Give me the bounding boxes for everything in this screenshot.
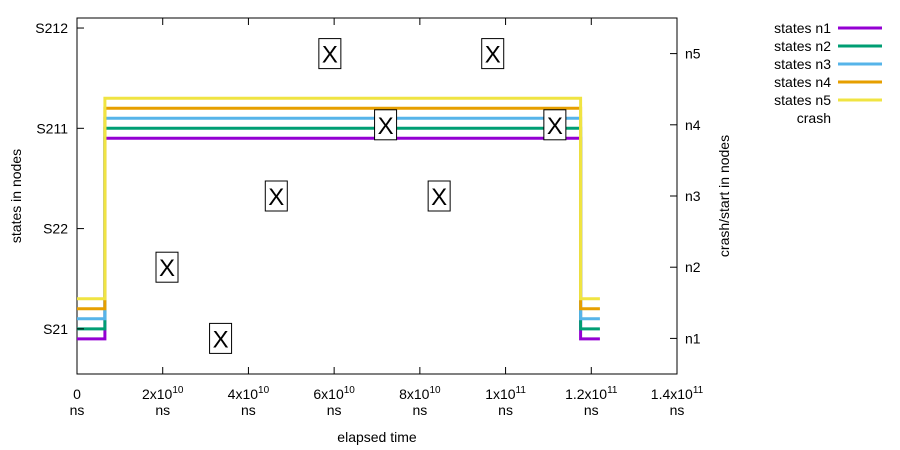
x-tick-unit: ns	[584, 402, 599, 418]
y-tick-label: S212	[35, 20, 68, 36]
x-tick-label: 1.2x1011	[565, 385, 618, 402]
crash-marker: X	[427, 180, 451, 212]
series-line-n2	[77, 126, 600, 331]
y-tick-label: S21	[43, 321, 68, 337]
x-tick-unit: ns	[241, 402, 256, 418]
axis-layer: 0ns2x1010ns4x1010ns6x1010ns8x1010ns1x101…	[8, 18, 732, 445]
y2-tick-label: n5	[685, 46, 701, 62]
y-axis-title: states in nodes	[8, 149, 24, 243]
series-line-n5	[77, 96, 600, 301]
crash-marker-box	[481, 38, 505, 70]
crash-marker-layer: X X X X X X X X	[155, 38, 567, 354]
crash-marker: X	[264, 180, 288, 212]
x-tick-label: 8x1010	[399, 385, 441, 402]
x-tick-label: 1.4x1011	[651, 385, 704, 402]
crash-marker: X	[209, 322, 233, 354]
crash-marker-box	[427, 180, 451, 212]
crash-marker: X	[481, 38, 505, 70]
y-tick-label: S211	[36, 120, 68, 136]
crash-marker-box	[374, 109, 398, 141]
legend-label-n2: states n2	[774, 38, 831, 54]
y2-axis-title: crash/start in nodes	[716, 135, 732, 257]
crash-marker-box	[209, 322, 233, 354]
crash-marker-label: X	[213, 326, 229, 353]
crash-marker: X	[155, 251, 179, 283]
legend-label-n3: states n3	[774, 56, 831, 72]
series-line-n3	[77, 116, 600, 321]
x-tick-label: 2x1010	[142, 385, 184, 402]
legend-label-crash: crash	[797, 110, 831, 126]
crash-marker-label: X	[378, 113, 394, 140]
series-layer	[77, 96, 600, 341]
crash-marker-label: X	[485, 42, 501, 69]
x-tick-label: 6x1010	[313, 385, 355, 402]
x-tick-unit: ns	[498, 402, 513, 418]
x-tick-unit: ns	[412, 402, 427, 418]
y-tick-label: S22	[43, 221, 68, 237]
crash-marker-label: X	[431, 184, 447, 211]
x-tick-unit: ns	[155, 402, 170, 418]
crash-marker: X	[374, 109, 398, 141]
y2-tick-label: n2	[685, 259, 701, 275]
x-axis-title: elapsed time	[337, 429, 417, 445]
legend-label-n4: states n4	[774, 74, 831, 90]
crash-marker: X	[543, 109, 567, 141]
crash-marker-label: X	[322, 42, 338, 69]
legend: states n1 states n2 states n3 states n4 stat…	[774, 20, 882, 126]
plot-border	[76, 17, 678, 375]
x-tick-label: 4x1010	[228, 385, 270, 402]
legend-label-n5: states n5	[774, 92, 831, 108]
x-tick-label: 1x1011	[485, 385, 526, 402]
series-line-n4	[77, 106, 600, 311]
crash-marker-label: X	[547, 113, 563, 140]
series-line-n1	[77, 136, 600, 341]
crash-marker-label: X	[268, 184, 284, 211]
crash-marker-box	[318, 38, 342, 70]
y2-tick-label: n3	[685, 188, 701, 204]
crash-marker-box	[264, 180, 288, 212]
crash-marker-box	[543, 109, 567, 141]
crash-marker-label: X	[159, 255, 175, 282]
x-tick-label: 0	[73, 386, 81, 402]
plot-frame-layer	[76, 17, 678, 375]
x-tick-unit: ns	[70, 402, 85, 418]
y2-tick-label: n4	[685, 117, 701, 133]
legend-label-n1: states n1	[774, 20, 831, 36]
x-tick-unit: ns	[327, 402, 342, 418]
y2-tick-label: n1	[685, 330, 701, 346]
x-tick-unit: ns	[670, 402, 685, 418]
crash-marker-box	[155, 251, 179, 283]
crash-marker: X	[318, 38, 342, 70]
